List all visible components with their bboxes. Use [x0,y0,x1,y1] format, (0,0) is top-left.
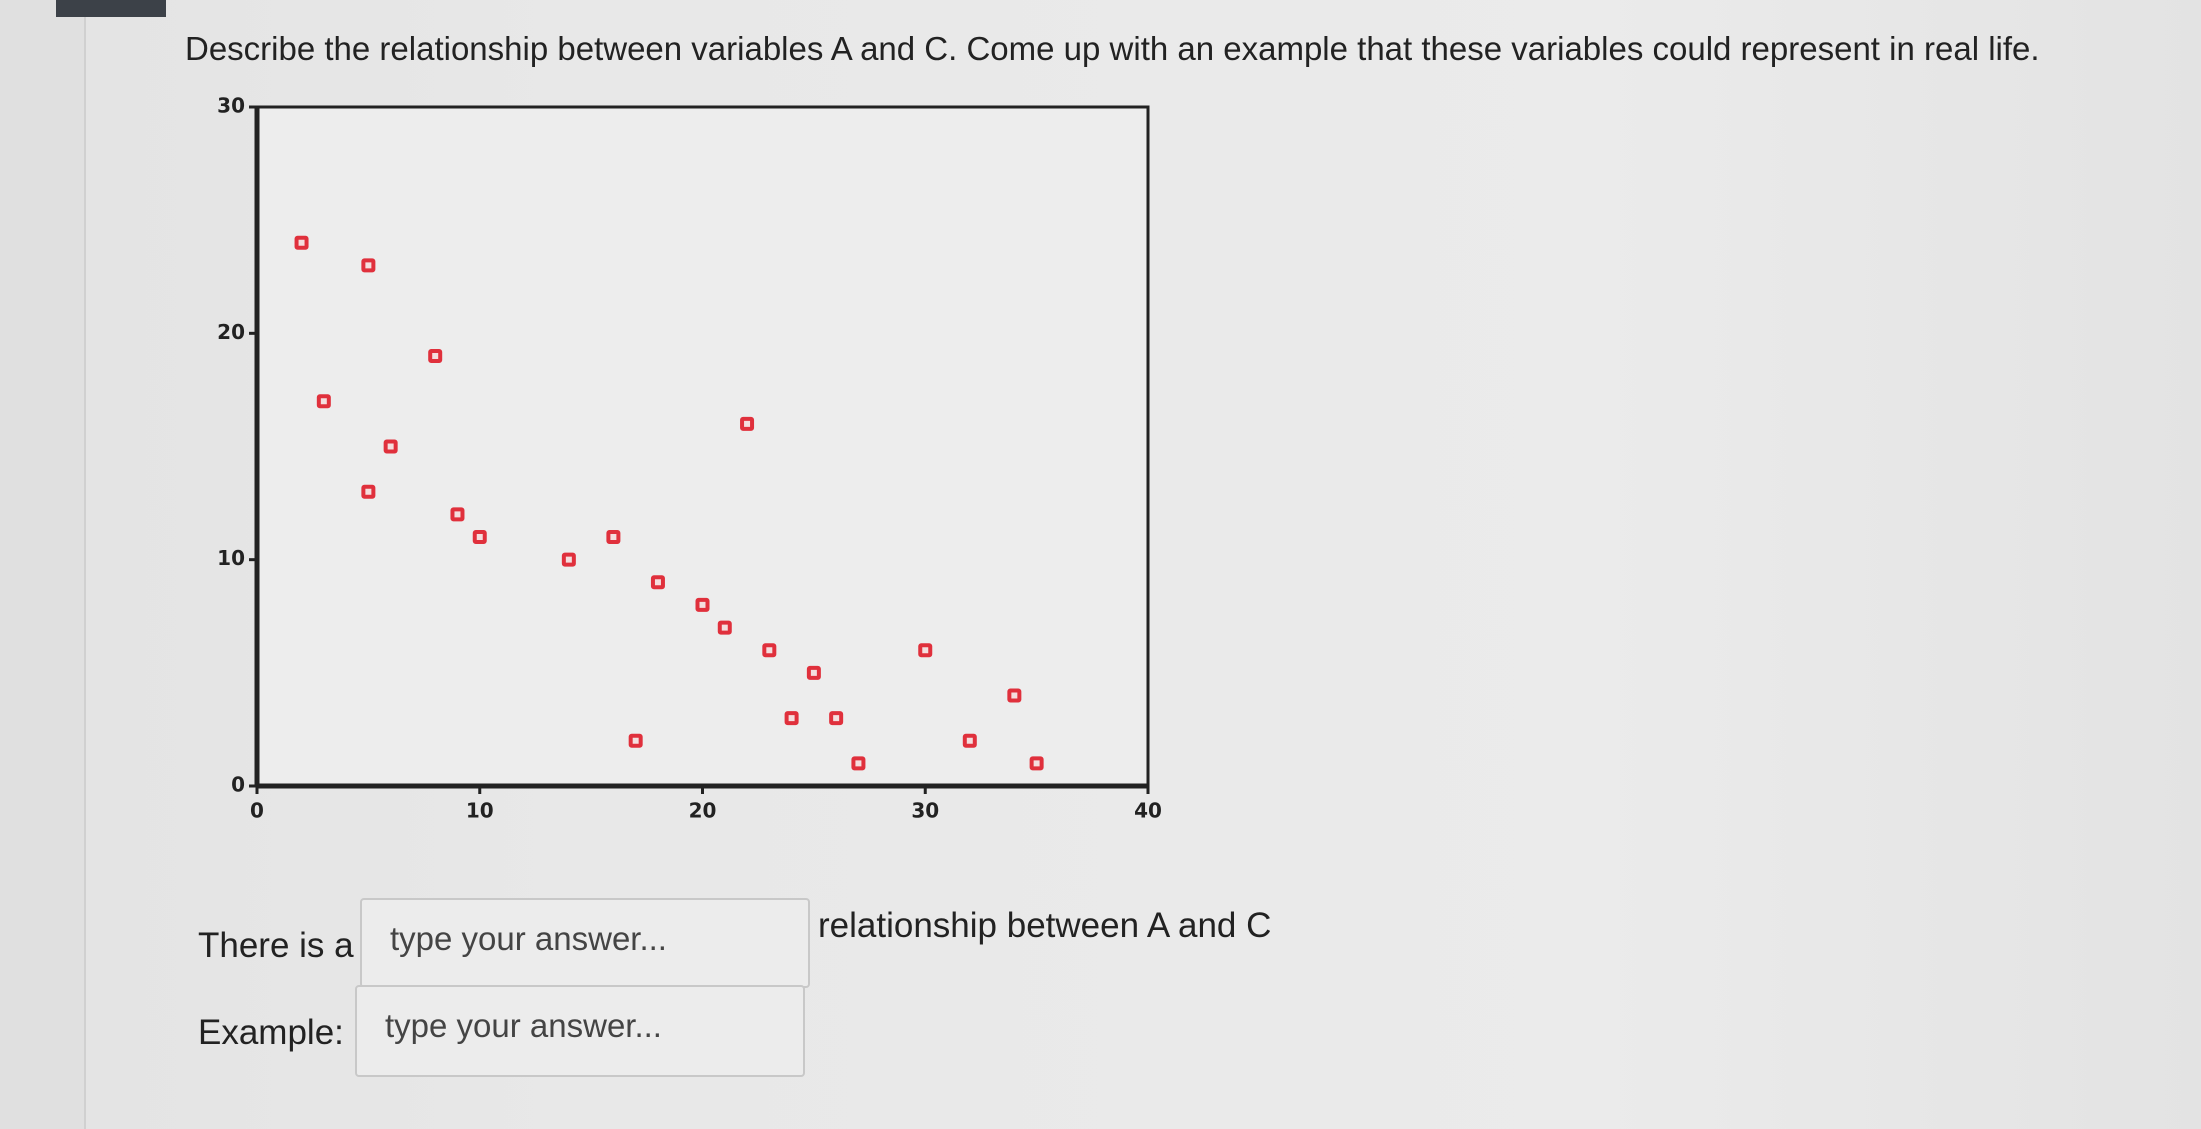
point [851,756,866,771]
point [628,733,643,748]
point [717,620,732,635]
point [918,643,933,658]
point [829,711,844,726]
plot-frame [255,105,1150,788]
point [784,711,799,726]
point [472,530,487,545]
point [650,575,665,590]
x-tick-label: 0 [250,799,264,823]
point [316,394,331,409]
point [606,530,621,545]
point [806,665,821,680]
scatter-chart: 0 10 20 30 0 10 20 30 40 [217,94,1162,823]
point [361,258,376,273]
question-text: Describe the relationship between variab… [185,30,2040,67]
point [1029,756,1044,771]
x-tick-label: 40 [1134,799,1162,823]
y-tick-label: 20 [217,320,245,344]
point [294,235,309,250]
x-tick-label: 10 [466,799,494,823]
x-tick-label: 30 [911,799,939,823]
y-tick-label: 0 [231,773,245,797]
example-input[interactable]: type your answer... [355,985,805,1077]
x-tick-label: 20 [689,799,717,823]
point [762,643,777,658]
point [383,439,398,454]
point [740,416,755,431]
sidebar [0,0,86,1129]
example-label: Example: [198,1013,344,1052]
point [695,597,710,612]
sentence-end: relationship between A and C [818,906,1272,945]
point [428,348,443,363]
point [361,484,376,499]
y-tick-label: 10 [217,546,245,570]
point [450,507,465,522]
point [561,552,576,567]
answer-input[interactable]: type your answer... [360,898,810,988]
point [1007,688,1022,703]
y-tick-label: 30 [217,94,245,118]
point [962,733,977,748]
sentence-start: There is a [198,926,354,965]
top-bar [56,0,166,17]
